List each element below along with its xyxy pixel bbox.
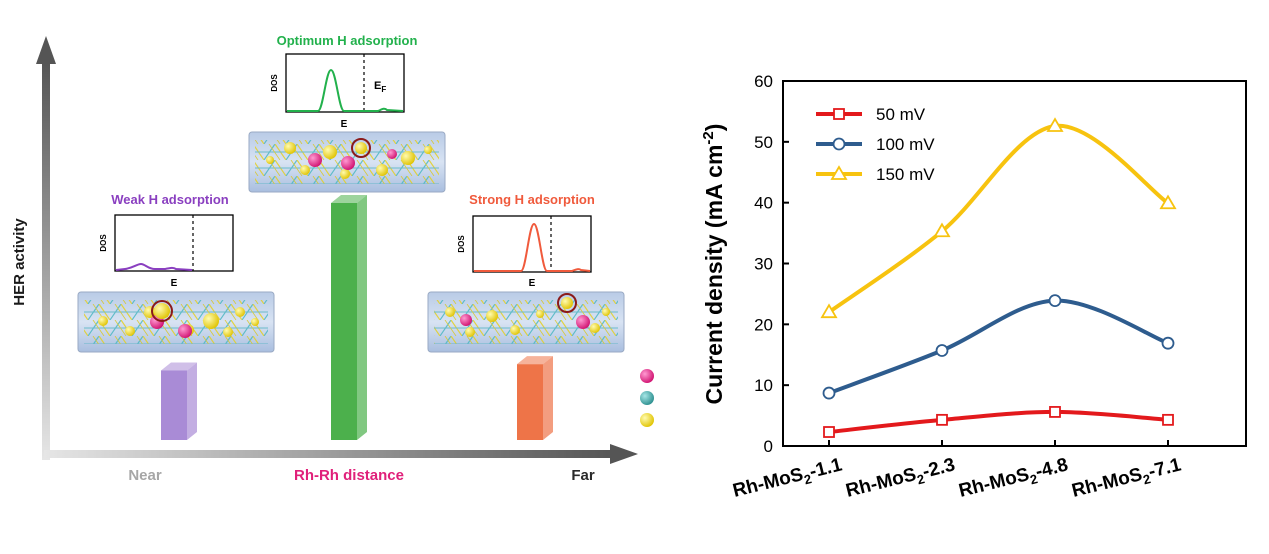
strong-activity-bar xyxy=(517,356,553,440)
legend-marker xyxy=(830,165,848,180)
strong-dos-curve xyxy=(474,222,591,272)
optimum-dos-curve xyxy=(287,68,404,112)
legend-mo: Mo xyxy=(640,391,654,405)
legend-item-150-mV: 150 mV xyxy=(816,165,935,184)
current-density-chart: Current density (mA cm-2) 0102030405060 … xyxy=(700,72,1247,504)
data-point-150-mV xyxy=(1046,117,1064,132)
atom-legend: Rh Mo S xyxy=(640,369,654,427)
series-line-100-mV xyxy=(828,298,1169,395)
strong-dos-label: DOS xyxy=(457,235,466,253)
y-tick-label: 0 xyxy=(764,437,773,456)
x-tick-label: Rh-MoS2-4.8 xyxy=(957,454,1071,504)
data-point-150-mV xyxy=(933,222,951,238)
series-legend: 50 mV 100 mV 150 mV xyxy=(816,105,935,184)
series-line-150-mV xyxy=(827,124,1170,314)
weak-dos-label: DOS xyxy=(99,234,108,252)
x-axis-arrow xyxy=(44,444,638,464)
x-axis-label: Rh-Rh distance xyxy=(294,467,404,484)
optimum-crystal-slab xyxy=(248,131,446,193)
data-point-150-mV xyxy=(1159,194,1177,210)
x-tick-label: Rh-MoS2-2.3 xyxy=(844,454,958,504)
y-tick-label: 10 xyxy=(754,376,773,395)
y-axis-arrow xyxy=(36,36,56,460)
data-point-50-mV xyxy=(1049,406,1061,418)
strong-adsorption-panel: Strong H adsorption DOS E xyxy=(427,192,625,353)
weak-adsorption-panel: Weak H adsorption DOS E xyxy=(77,192,275,353)
y-tick-label: 50 xyxy=(754,133,773,152)
bar-side xyxy=(543,356,553,440)
strong-e-label: E xyxy=(529,278,536,289)
bar-side xyxy=(357,195,367,440)
her-activity-schematic: HER activity Near Rh-Rh distance Far Wea… xyxy=(11,33,654,484)
legend-marker xyxy=(833,108,845,120)
data-point-100-mV xyxy=(1161,336,1175,350)
bar-top xyxy=(331,195,367,203)
y-tick-label: 40 xyxy=(754,194,773,213)
series-line-50-mV xyxy=(828,409,1169,434)
series-lines xyxy=(827,124,1170,434)
bar-side xyxy=(187,362,197,440)
data-point-50-mV xyxy=(936,413,948,426)
data-point-50-mV xyxy=(823,426,835,438)
data-point-150-mV xyxy=(820,303,838,319)
strong-crystal-slab xyxy=(427,291,625,353)
y-tick-label: 60 xyxy=(754,72,773,91)
plot-frame xyxy=(782,80,1247,447)
y-axis-label: HER activity xyxy=(11,218,28,306)
bar-front xyxy=(161,370,187,440)
y-tick-label: 20 xyxy=(754,315,773,334)
data-point-50-mV xyxy=(1162,413,1174,426)
y-tick-label: 30 xyxy=(754,255,773,274)
weak-dos-curve xyxy=(115,262,193,271)
strong-title: Strong H adsorption xyxy=(469,192,595,207)
x-tick-labels: Rh-MoS2-1.1 Rh-MoS2-2.3 Rh-MoS2-4.8 Rh-MoS2… xyxy=(731,440,1185,504)
optimum-dos-frame xyxy=(285,53,405,113)
legend-label: 100 mV xyxy=(876,135,935,154)
data-point-100-mV xyxy=(1048,294,1062,308)
data-point-100-mV xyxy=(935,344,949,357)
legend-item-50-mV: 50 mV xyxy=(816,105,926,124)
x-near-label: Near xyxy=(128,467,162,484)
y-axis-title: Current density (mA cm-2) xyxy=(700,124,727,405)
optimum-activity-bar xyxy=(331,195,367,440)
x-tick-label: Rh-MoS2-7.1 xyxy=(1070,454,1185,504)
bar-top xyxy=(161,362,197,371)
optimum-title: Optimum H adsorption xyxy=(277,33,418,48)
legend-label: 50 mV xyxy=(876,105,926,124)
bar-front xyxy=(331,203,357,440)
weak-e-label: E xyxy=(171,278,178,289)
optimum-adsorption-panel: Optimum H adsorption DOS EF E xyxy=(248,33,446,193)
legend-rh: Rh xyxy=(640,369,654,383)
legend-item-100-mV: 100 mV xyxy=(816,135,935,154)
weak-dos-frame xyxy=(114,214,234,272)
series-markers xyxy=(820,117,1177,438)
fermi-level-label: EF xyxy=(374,80,386,94)
legend-s: S xyxy=(640,413,654,427)
legend-label: 150 mV xyxy=(876,165,935,184)
strong-dos-frame xyxy=(472,215,592,273)
weak-title: Weak H adsorption xyxy=(111,192,229,207)
x-tick-label: Rh-MoS2-1.1 xyxy=(731,454,846,504)
x-far-label: Far xyxy=(571,467,595,484)
optimum-dos-label: DOS xyxy=(270,74,279,92)
bar-top xyxy=(517,356,553,365)
bar-front xyxy=(517,364,543,440)
weak-crystal-slab xyxy=(77,291,275,353)
optimum-e-label: E xyxy=(341,119,348,130)
data-point-100-mV xyxy=(822,386,836,400)
weak-activity-bar xyxy=(161,362,197,440)
y-ticks: 0 10 20 30 40 50 60 xyxy=(754,72,789,456)
legend-marker xyxy=(832,137,846,151)
